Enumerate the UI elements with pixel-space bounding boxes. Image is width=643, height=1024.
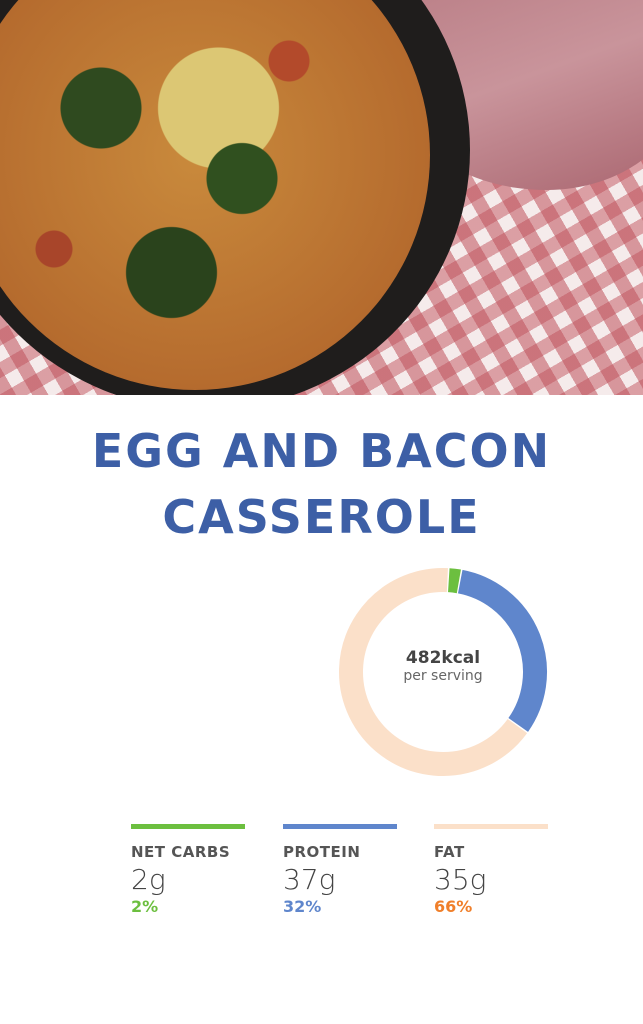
macro-grams: 37g [283,863,336,896]
calorie-summary: 482kcal per serving [383,648,503,684]
macro-label: FAT [434,843,465,861]
title-line-2: CASSEROLE [162,490,481,544]
macro-percent: 66% [434,897,473,916]
macro-color-bar [283,824,397,829]
macro-fat: FAT 35g 66% [434,824,548,916]
macro-label: PROTEIN [283,843,361,861]
macro-percent: 2% [131,897,159,916]
macro-color-bar [434,824,548,829]
macro-net-carbs: NET CARBS 2g 2% [131,824,245,916]
recipe-title: EGG AND BACON CASSEROLE [0,418,643,550]
macro-percent: 32% [283,897,322,916]
macro-grams: 2g [131,863,166,896]
donut-slice-protein [457,569,547,732]
macro-grams: 35g [434,863,487,896]
macro-color-bar [131,824,245,829]
donut-slice-net-carbs [447,568,461,594]
recipe-photo [0,0,643,395]
macro-label: NET CARBS [131,843,231,861]
calories-unit: per serving [403,668,483,684]
donut-slice-fat [339,568,528,776]
macro-donut-chart [339,568,547,776]
macro-protein: PROTEIN 37g 32% [283,824,397,916]
title-line-1: EGG AND BACON [91,424,552,478]
calories-value: 482kcal [405,648,481,668]
